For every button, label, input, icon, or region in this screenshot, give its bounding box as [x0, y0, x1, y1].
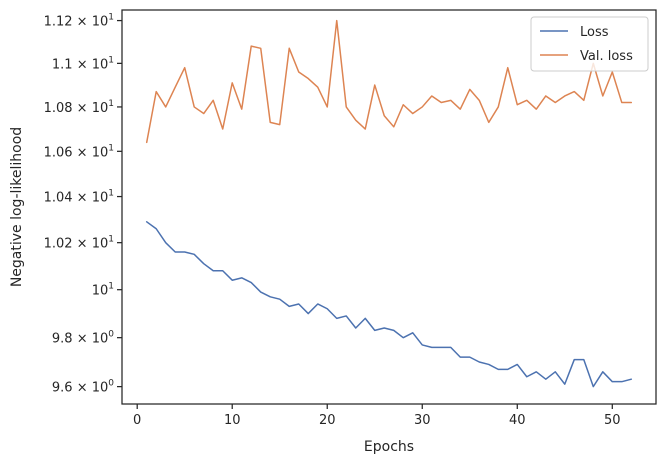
series-line-val-loss	[145, 19, 633, 144]
x-axis-label: Epochs	[364, 439, 414, 455]
axes-frame	[121, 9, 657, 405]
y-tick-label: 1.02 × 101	[44, 235, 114, 252]
y-tick-label: 1.12 × 101	[44, 13, 114, 30]
legend: Loss Val. loss	[530, 16, 649, 72]
series-layer	[145, 19, 633, 388]
x-tick-label: 20	[319, 413, 336, 428]
y-tick-label: 1.06 × 101	[44, 143, 114, 160]
x-axis-ticks: 0 10 20 30 40 50	[133, 404, 621, 428]
x-tick-label: 30	[414, 413, 431, 428]
x-tick-label: 40	[509, 413, 526, 428]
y-tick-label: 1.04 × 101	[44, 189, 114, 206]
x-tick-label: 50	[604, 413, 621, 428]
x-tick-label: 10	[224, 413, 241, 428]
series-line-loss	[145, 221, 633, 388]
y-tick-label: 1.08 × 101	[44, 99, 114, 116]
plot-area	[121, 9, 657, 405]
legend-label-loss: Loss	[580, 25, 609, 40]
y-axis-label: Negative log-likelihood	[9, 127, 25, 287]
y-tick-label: 1.1 × 101	[52, 55, 114, 72]
x-tick-label: 0	[133, 413, 141, 428]
y-tick-label: 9.6 × 100	[52, 379, 114, 396]
legend-label-val-loss: Val. loss	[580, 49, 633, 64]
y-tick-label: 9.8 × 100	[52, 330, 114, 347]
